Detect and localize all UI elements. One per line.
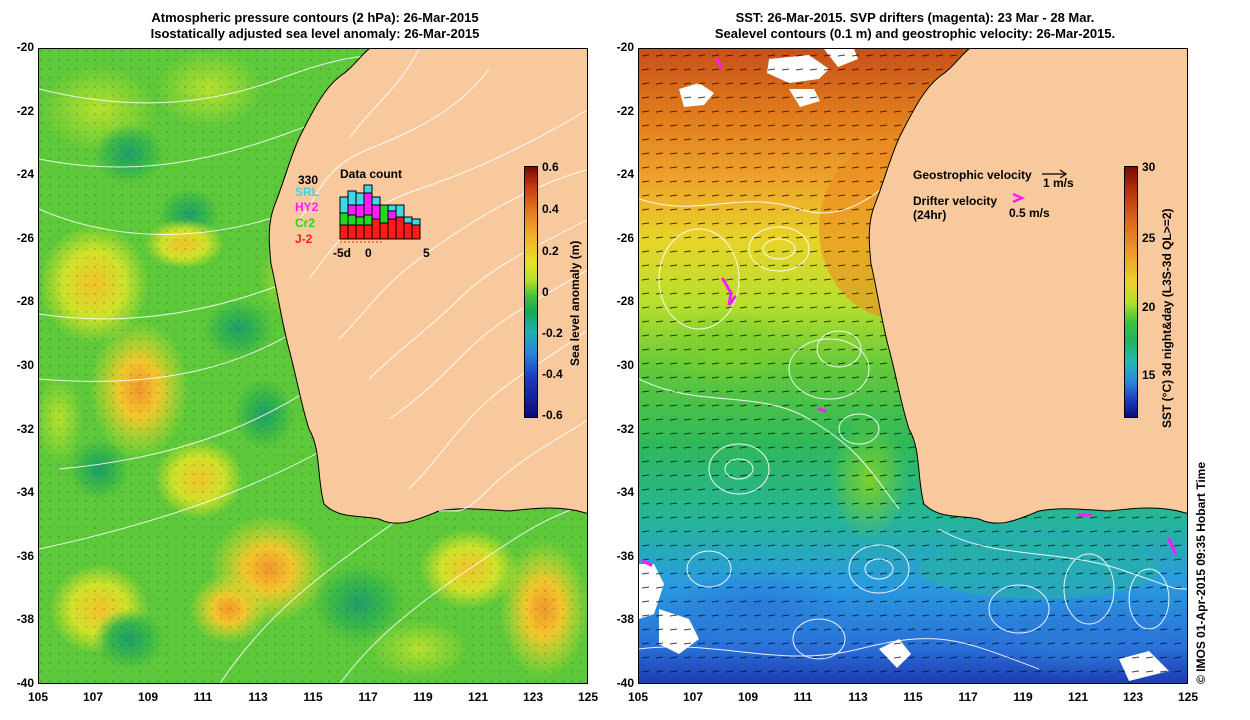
y-tick-label: -22 [16, 103, 34, 118]
y-tick-label: -40 [16, 676, 34, 690]
histogram-tick-0: 0 [365, 246, 372, 260]
sst-tick-15: 15 [1142, 368, 1156, 382]
x-tick-label: 121 [1067, 690, 1089, 704]
y-tick-label: -38 [616, 612, 634, 627]
geostrophic-velocity-label: Geostrophic velocity [913, 168, 1032, 182]
x-tick-label: 111 [193, 690, 213, 704]
y-tick-label: -40 [616, 676, 634, 690]
x-tick-label: 123 [1122, 690, 1144, 704]
sla-tick-0.2: 0.2 [542, 244, 559, 258]
sst-tick-20: 20 [1142, 300, 1156, 314]
data-count-max: 330 [298, 173, 319, 187]
sst-map-graphic [639, 49, 1187, 683]
data-count-histogram [339, 184, 421, 243]
y-tick-label: -30 [16, 358, 34, 372]
right-title-line1: SST: 26-Mar-2015. SVP drifters (magenta)… [735, 10, 1095, 25]
x-tick-label: 113 [848, 690, 868, 704]
sla-tick-0.4: 0.4 [542, 202, 559, 216]
sst-map[interactable] [638, 48, 1188, 684]
x-tick-label: 117 [958, 690, 978, 704]
sea-level-anomaly-map[interactable] [38, 48, 588, 684]
x-tick-label: 109 [737, 690, 759, 704]
x-tick-label: 119 [413, 690, 433, 704]
x-tick-label: 109 [137, 690, 159, 704]
y-tick-label: -38 [16, 612, 34, 627]
x-tick-label: 123 [522, 690, 544, 704]
y-tick-label: -30 [616, 358, 634, 372]
x-tick-label: 117 [358, 690, 378, 704]
drifter-velocity-label: Drifter velocity [913, 194, 998, 208]
y-tick-label: -20 [616, 40, 634, 54]
y-tick-label: -32 [16, 421, 34, 436]
sla-colorbar [524, 166, 538, 418]
y-tick-label: -28 [16, 294, 34, 309]
sla-map-graphic [39, 49, 587, 683]
sla-tick-0: 0 [542, 285, 549, 299]
right-map-title: SST: 26-Mar-2015. SVP drifters (magenta)… [640, 10, 1190, 42]
sla-colorbar-label: Sea level anomaly (m) [568, 240, 582, 366]
x-tick-label: 125 [1177, 690, 1199, 704]
histogram-tick-5: 5 [423, 246, 430, 260]
y-tick-label: -32 [616, 421, 634, 436]
x-tick-label: 115 [303, 690, 323, 704]
y-tick-label: -26 [16, 230, 34, 245]
sla-tick-neg0.6: -0.6 [542, 408, 563, 422]
sst-colorbar [1124, 166, 1138, 418]
x-tick-label: 107 [82, 690, 104, 704]
y-tick-label: -34 [616, 485, 634, 500]
geostrophic-scale: 1 m/s [1043, 176, 1074, 190]
drifter-velocity-sublabel: (24hr) [913, 208, 947, 222]
legend-j2: J-2 [295, 232, 313, 246]
data-count-title: Data count [340, 167, 403, 181]
y-tick-label: -22 [616, 103, 634, 118]
legend-cr2: Cr2 [295, 216, 316, 230]
left-title-line2: Isostatically adjusted sea level anomaly… [150, 26, 480, 41]
y-tick-label: -24 [16, 167, 34, 182]
y-tick-label: -36 [16, 548, 34, 563]
y-tick-label: -34 [16, 485, 34, 500]
x-tick-label: 121 [467, 690, 489, 704]
x-tick-label: 125 [577, 690, 599, 704]
sst-tick-30: 30 [1142, 160, 1156, 174]
x-tick-label: 105 [27, 690, 49, 704]
x-tick-label: 107 [682, 690, 704, 704]
drifter-arrow-icon [1012, 192, 1026, 204]
left-map-title: Atmospheric pressure contours (2 hPa): 2… [40, 10, 590, 42]
x-tick-label: 105 [627, 690, 649, 704]
x-tick-label: 113 [248, 690, 268, 704]
x-tick-label: 119 [1013, 690, 1033, 704]
drifter-scale: 0.5 m/s [1009, 206, 1050, 220]
x-tick-label: 115 [903, 690, 923, 704]
y-tick-label: -20 [16, 40, 34, 54]
legend-srl: SRL [295, 185, 319, 199]
sst-colorbar-label: SST (°C) 3d night&day (L3S-3d QL>=2) [1160, 208, 1174, 429]
y-tick-label: -28 [616, 294, 634, 309]
sla-tick-neg0.2: -0.2 [542, 326, 563, 340]
sla-tick-neg0.4: -0.4 [542, 367, 563, 381]
left-title-line1: Atmospheric pressure contours (2 hPa): 2… [151, 10, 479, 25]
x-tick-label: 111 [793, 690, 813, 704]
y-tick-label: -26 [616, 230, 634, 245]
imos-credit: © IMOS 01-Apr-2015 09:35 Hobart Time [1194, 461, 1208, 684]
legend-hy2: HY2 [295, 200, 319, 214]
right-title-line2: Sealevel contours (0.1 m) and geostrophi… [714, 26, 1116, 41]
sla-tick-0.6: 0.6 [542, 160, 559, 174]
geostrophic-arrow-icon [1042, 169, 1068, 179]
histogram-tick-minus5: -5d [333, 246, 351, 260]
sst-tick-25: 25 [1142, 231, 1156, 245]
y-tick-label: -24 [616, 167, 634, 182]
y-tick-label: -36 [616, 548, 634, 563]
